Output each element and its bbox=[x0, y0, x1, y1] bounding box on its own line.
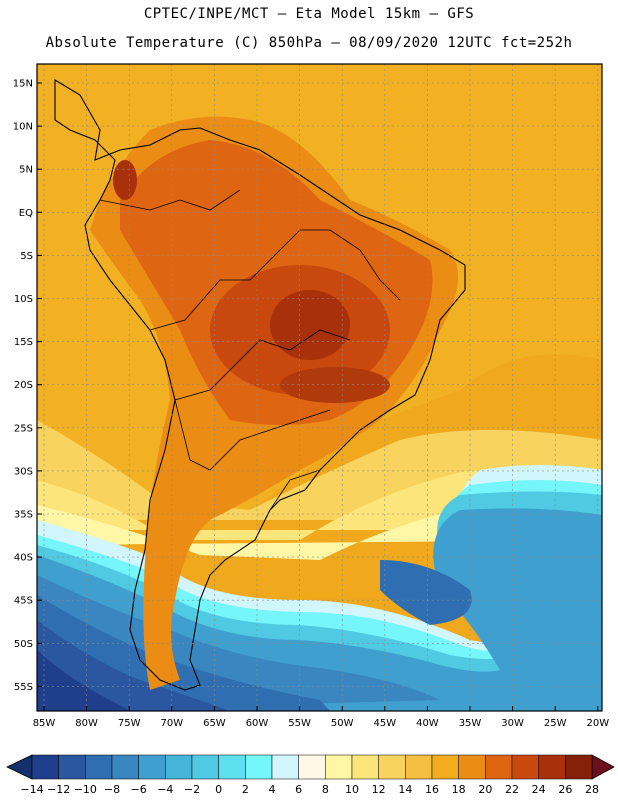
land-hot-colombia bbox=[113, 160, 137, 200]
colorbar: −14 −12 −10 −8 −6 −4 −2 0 2 4 6 8 10 12 14 16 18 20 22 24 26… bbox=[6, 754, 615, 796]
title-field: Absolute Temperature (C) 850hPa — 08/09/… bbox=[45, 35, 573, 51]
colorbar-label: 6 bbox=[295, 783, 302, 796]
lon-label: 60W bbox=[246, 718, 269, 729]
colorbar-label: 16 bbox=[425, 783, 439, 796]
colorbar-swatch bbox=[245, 754, 273, 780]
colorbar-label: 18 bbox=[452, 783, 466, 796]
lat-label: 15N bbox=[13, 79, 33, 90]
colorbar-label: 26 bbox=[558, 783, 572, 796]
lat-label: 25S bbox=[14, 423, 33, 434]
lat-label: 15S bbox=[14, 337, 33, 348]
lon-label: 65W bbox=[203, 718, 226, 729]
lat-label: 50S bbox=[14, 639, 33, 650]
colorbar-swatch bbox=[85, 754, 113, 780]
colorbar-swatch bbox=[271, 754, 299, 780]
lon-label: 35W bbox=[459, 718, 482, 729]
lon-label: 50W bbox=[331, 718, 354, 729]
colorbar-label: −12 bbox=[47, 783, 70, 796]
colorbar-swatch bbox=[165, 754, 193, 780]
colorbar-label: 12 bbox=[372, 783, 386, 796]
land-hot-24-26 bbox=[270, 290, 350, 360]
border-colombia bbox=[99, 189, 241, 211]
colorbar-label: −4 bbox=[157, 783, 173, 796]
lat-label: 10N bbox=[13, 122, 33, 133]
lon-label: 25W bbox=[544, 718, 567, 729]
lon-label: 40W bbox=[416, 718, 439, 729]
border-uruguay bbox=[269, 469, 321, 511]
colorbar-label: −14 bbox=[20, 783, 43, 796]
lon-label: 80W bbox=[75, 718, 98, 729]
colorbar-label: 24 bbox=[532, 783, 546, 796]
latitude-axis: 15N 10N 5N EQ 5S 10S 15S 20S 25S 30S 35S 40S 45S 50S 5… bbox=[13, 79, 42, 693]
colorbar-swatch bbox=[458, 754, 486, 780]
band-neg10 bbox=[37, 650, 130, 711]
colorbar-label: −8 bbox=[104, 783, 120, 796]
colorbar-label: 4 bbox=[269, 783, 276, 796]
lon-label: 45W bbox=[373, 718, 396, 729]
graticule bbox=[37, 64, 602, 711]
colorbar-swatch bbox=[31, 754, 59, 780]
colorbar-swatch bbox=[405, 754, 433, 780]
map-frame bbox=[36, 63, 603, 712]
lat-label: 5S bbox=[20, 251, 33, 262]
border-bolivia bbox=[174, 329, 351, 401]
colorbar-swatch bbox=[378, 754, 406, 780]
colorbar-label: 0 bbox=[215, 783, 222, 796]
lat-label: 10S bbox=[14, 294, 33, 305]
colorbar-label: −2 bbox=[184, 783, 200, 796]
band-cold-pocket bbox=[380, 560, 472, 625]
coastline bbox=[54, 79, 466, 691]
land-hot-core-south bbox=[280, 367, 390, 403]
colorbar-label: 28 bbox=[585, 783, 599, 796]
lon-label: 55W bbox=[288, 718, 311, 729]
colorbar-label: 20 bbox=[478, 783, 492, 796]
colorbar-label: −10 bbox=[74, 783, 97, 796]
colorbar-swatch bbox=[351, 754, 379, 780]
colorbar-label: 10 bbox=[345, 783, 359, 796]
border-brazil-north bbox=[149, 229, 401, 331]
colorbar-swatch bbox=[511, 754, 539, 780]
colorbar-swatch bbox=[138, 754, 166, 780]
lat-label: 20S bbox=[14, 380, 33, 391]
lat-label: 55S bbox=[14, 682, 33, 693]
colorbar-label: 2 bbox=[242, 783, 249, 796]
colorbar-swatch bbox=[298, 754, 326, 780]
lat-label: 35S bbox=[14, 510, 33, 521]
colorbar-swatch bbox=[538, 754, 566, 780]
lat-label: 30S bbox=[14, 466, 33, 477]
colorbar-swatch bbox=[431, 754, 459, 780]
colorbar-swatch bbox=[191, 754, 219, 780]
temperature-map bbox=[37, 64, 602, 711]
longitude-axis: 85W 80W 75W 70W 65W 60W 55W 50W 45W 40W 35W 30W 25W 2… bbox=[33, 706, 609, 729]
lon-label: 20W bbox=[586, 718, 609, 729]
colorbar-swatch bbox=[325, 754, 353, 780]
colorbar-swatch bbox=[565, 754, 593, 780]
lon-label: 30W bbox=[501, 718, 524, 729]
colorbar-label: 22 bbox=[505, 783, 519, 796]
lat-label: 45S bbox=[14, 596, 33, 607]
lon-label: 70W bbox=[160, 718, 183, 729]
colorbar-label: 8 bbox=[322, 783, 329, 796]
colorbar-swatch bbox=[485, 754, 513, 780]
colorbar-high-arrow bbox=[591, 754, 615, 780]
colorbar-swatch bbox=[218, 754, 246, 780]
lon-label: 85W bbox=[33, 718, 56, 729]
lat-label: 5N bbox=[19, 165, 33, 176]
colorbar-label: −6 bbox=[131, 783, 147, 796]
border-paraguay bbox=[174, 399, 331, 471]
lon-label: 75W bbox=[118, 718, 141, 729]
colorbar-label: 14 bbox=[398, 783, 412, 796]
title-model: CPTEC/INPE/MCT — Eta Model 15km — GFS bbox=[143, 6, 475, 22]
colorbar-swatch bbox=[111, 754, 139, 780]
colorbar-low-arrow bbox=[6, 754, 33, 780]
lat-label: 40S bbox=[14, 553, 33, 564]
colorbar-swatch bbox=[58, 754, 86, 780]
lat-label: EQ bbox=[19, 208, 33, 219]
